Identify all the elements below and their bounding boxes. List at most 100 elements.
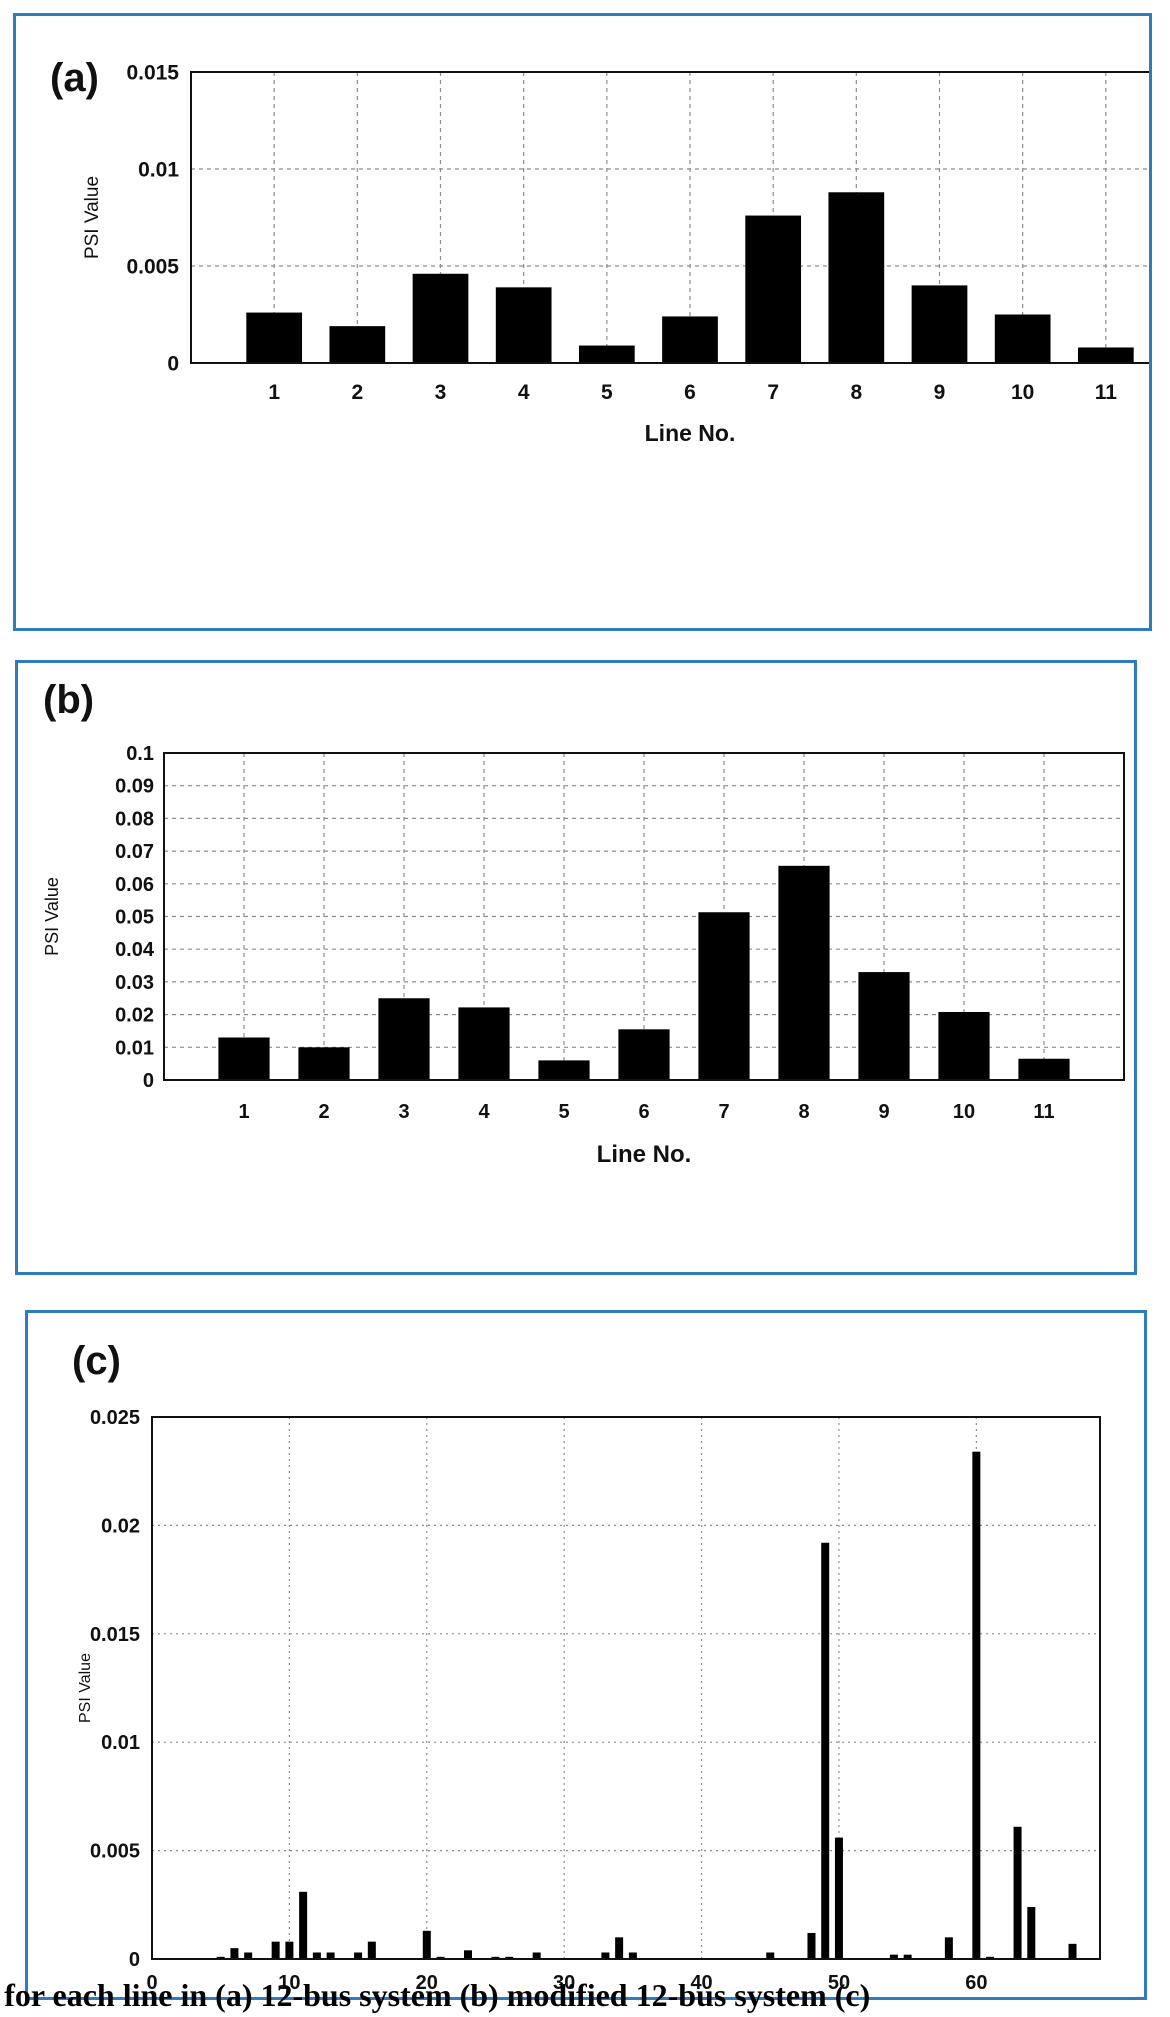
y-tick-label-b: 0.05 [115, 907, 154, 929]
bar-c [505, 1956, 514, 1959]
bar-c [299, 1891, 308, 1959]
bar-a [994, 314, 1051, 363]
bar-a [578, 345, 635, 363]
x-tick-label-a: 4 [518, 381, 530, 404]
y-tick-label-b: 0 [143, 1070, 154, 1092]
y-tick-label-b: 0.07 [115, 841, 154, 863]
bar-a [828, 192, 885, 363]
panel-label-b: (b) [43, 678, 95, 722]
y-tick-label-b: 0.08 [115, 808, 154, 830]
x-tick-label-c: 0 [146, 1972, 157, 1994]
bar-c [326, 1952, 335, 1959]
y-axis-label-b: PSI Value [42, 877, 62, 956]
bar-a [329, 326, 386, 363]
x-tick-label-b: 3 [398, 1101, 409, 1123]
bar-c [230, 1948, 239, 1959]
x-tick-label-b: 10 [953, 1101, 975, 1123]
bar-c [532, 1952, 541, 1959]
bar-c [1027, 1906, 1036, 1959]
x-tick-label-b: 2 [318, 1101, 329, 1123]
bar-c [903, 1954, 912, 1959]
x-tick-label-b: 1 [238, 1101, 249, 1123]
y-tick-label-b: 0.02 [115, 1005, 154, 1027]
bar-b [378, 998, 430, 1080]
bar-c [972, 1451, 981, 1959]
bar-b [458, 1007, 510, 1080]
x-tick-label-a: 1 [268, 381, 280, 404]
bar-b [218, 1037, 270, 1080]
panel-label-a: (a) [50, 56, 99, 100]
x-tick-label-a: 3 [435, 381, 447, 404]
x-tick-label-b: 7 [718, 1101, 729, 1123]
x-tick-label-a: 6 [684, 381, 696, 404]
bar-c [615, 1937, 624, 1959]
bar-c [285, 1941, 294, 1959]
panel-label-c: (c) [72, 1339, 121, 1383]
figure-caption-text: e for each line in (a) 12-bus system (b)… [0, 1977, 871, 2013]
x-tick-label-b: 8 [798, 1101, 809, 1123]
bar-c [354, 1952, 363, 1959]
bar-c [1013, 1826, 1022, 1959]
chart-c-svg: 00.0050.010.0150.020.0250102030405060Lin… [77, 1407, 1101, 1994]
bar-c [766, 1952, 775, 1959]
bar-b [1018, 1058, 1070, 1080]
bar-c [271, 1941, 280, 1959]
bar-c [1068, 1943, 1077, 1959]
y-tick-label-b: 0.03 [115, 972, 154, 994]
plot-frame-b [163, 752, 1125, 1081]
bar-a [662, 316, 718, 363]
bar-b [778, 865, 830, 1080]
x-tick-label-c: 20 [416, 1972, 438, 1994]
chart-b-svg: 0 0.01 0.02 0.03 0.04 0.05 0.06 0.07 0.08 0.09 0.1… [42, 743, 1125, 1168]
y-tick-label-b: 0.09 [115, 776, 154, 798]
y-tick-label-c: 0.015 [90, 1624, 140, 1646]
y-tick-label-b: 0.01 [115, 1037, 154, 1059]
bar-c [834, 1837, 843, 1959]
y-tick-label-a: 0.01 [138, 158, 179, 181]
y-tick-label-c: 0 [129, 1949, 140, 1971]
x-tick-label-b: 6 [638, 1101, 649, 1123]
bar-b [938, 1011, 990, 1080]
chart-panel-c: (c) 0 0.005 0.01 0.015 0.02 0.025 0 10 20 30 40 50 6… [25, 1310, 1147, 2000]
x-tick-label-c: 10 [278, 1972, 300, 1994]
y-tick-label-a: 0 [167, 352, 179, 375]
y-axis-label-a: PSI Value [82, 176, 103, 259]
bar-c [422, 1930, 431, 1959]
x-tick-label-b: 5 [558, 1101, 569, 1123]
bar-c [601, 1952, 610, 1959]
bar-a [495, 287, 552, 363]
bar-c [367, 1941, 376, 1959]
chart-panel-b: (b) 0 0.01 0.02 0.03 0.04 0.05 0.06 0.07 0.08 0.0… [15, 660, 1137, 1275]
x-tick-label-c: 50 [828, 1972, 850, 1994]
y-tick-label-c: 0.01 [101, 1732, 140, 1754]
chart-a-svg: 0 0.005 0.01 0.015 1 2 3 4 5 6 7 8 9 10 11 Line No. PSI … [82, 61, 1149, 446]
y-tick-label-c: 0.02 [101, 1515, 140, 1537]
bar-a [412, 273, 469, 363]
x-tick-label-b: 9 [878, 1101, 889, 1123]
y-tick-label-b: 0.06 [115, 874, 154, 896]
figure-caption: e for each line in (a) 12-bus system (b)… [0, 1975, 1170, 2017]
y-axis-label-c: PSI Value [77, 1653, 94, 1723]
bar-b [858, 972, 910, 1080]
x-tick-label-c: 30 [553, 1972, 575, 1994]
bar-c [821, 1542, 830, 1959]
bar-b [298, 1047, 350, 1080]
x-tick-label-a: 5 [601, 381, 613, 404]
plot-frame-a [190, 71, 1149, 364]
x-tick-label-a: 11 [1095, 381, 1118, 404]
x-tick-label-a: 7 [767, 381, 779, 404]
chart-panel-a: (a) 0 0.005 0.01 0.015 1 2 3 4 5 6 7 8 9 10 11 Line No.… [13, 13, 1152, 631]
bar-c [216, 1956, 225, 1959]
bar-a [1077, 347, 1134, 363]
y-tick-label-b: 0.1 [126, 743, 154, 765]
bar-c [244, 1952, 253, 1959]
bar-a [246, 312, 303, 363]
x-tick-label-a: 10 [1011, 381, 1034, 404]
bar-b [618, 1029, 670, 1080]
y-tick-label-b: 0.04 [115, 939, 155, 961]
bar-b [698, 912, 750, 1080]
bar-c [312, 1952, 321, 1959]
x-axis-label-a: Line No. [645, 420, 736, 446]
bar-c [944, 1937, 953, 1959]
bar-c [491, 1956, 500, 1959]
